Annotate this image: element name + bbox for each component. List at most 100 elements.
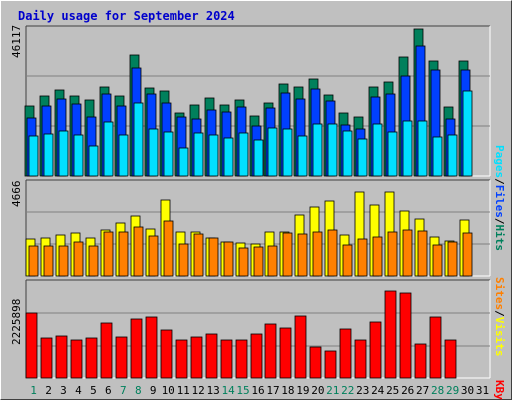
- day-tick-label: 21: [326, 384, 339, 397]
- visits-sites-panel: [25, 179, 491, 277]
- bar-kbytes-day-26: [399, 292, 412, 379]
- day-tick-label: 10: [162, 384, 175, 397]
- bar-kbytes-day-27: [414, 343, 427, 379]
- bar-sites-day-11: [178, 243, 189, 277]
- bar-sites-day-6: [103, 231, 114, 277]
- side-legend-bottom: KBytes: [493, 380, 506, 400]
- bar-pages-day-11: [178, 147, 189, 177]
- bar-kbytes-day-4: [70, 339, 83, 379]
- day-tick-label: 30: [461, 384, 474, 397]
- legend-visits: Visits: [493, 317, 506, 357]
- bar-kbytes-day-22: [339, 328, 352, 379]
- bar-sites-day-19: [297, 233, 308, 277]
- bar-pages-day-28: [432, 136, 443, 177]
- bar-kbytes-day-25: [384, 290, 397, 379]
- bar-pages-day-13: [208, 134, 219, 177]
- bar-sites-day-26: [402, 229, 413, 277]
- bar-pages-day-9: [148, 128, 159, 177]
- day-tick-label: 2: [45, 384, 52, 397]
- day-tick-label: 18: [281, 384, 294, 397]
- bar-pages-day-29: [447, 134, 458, 177]
- bar-sites-day-18: [282, 232, 293, 277]
- bar-kbytes-day-28: [429, 316, 442, 379]
- day-tick-label: 17: [266, 384, 279, 397]
- bar-pages-day-26: [402, 120, 413, 177]
- bar-kbytes-day-21: [324, 350, 337, 379]
- bar-kbytes-day-8: [130, 318, 143, 379]
- bar-kbytes-day-15: [235, 339, 248, 379]
- day-tick-label: 15: [236, 384, 249, 397]
- bar-pages-day-22: [342, 130, 353, 177]
- bar-pages-day-5: [88, 145, 99, 177]
- legend-sep: /: [493, 218, 506, 225]
- p3-max-label: 2225898: [10, 299, 23, 345]
- bar-pages-day-19: [297, 135, 308, 177]
- bar-sites-day-9: [148, 235, 159, 277]
- bar-kbytes-day-11: [175, 339, 188, 379]
- day-tick-label: 28: [431, 384, 444, 397]
- day-tick-label: 7: [120, 384, 127, 397]
- bar-pages-day-21: [327, 123, 338, 177]
- bar-kbytes-day-5: [85, 337, 98, 379]
- day-tick-label: 14: [221, 384, 235, 397]
- bar-kbytes-day-23: [354, 339, 367, 379]
- bar-pages-day-15: [238, 132, 249, 177]
- day-tick-label: 26: [401, 384, 414, 397]
- legend-files: Files: [493, 185, 506, 218]
- bar-pages-day-14: [223, 137, 234, 177]
- bar-sites-day-25: [387, 231, 398, 277]
- bar-sites-day-24: [372, 236, 383, 277]
- side-legend-top: Pages/Files/Hits: [493, 145, 506, 251]
- hits-files-pages-panel: [24, 25, 491, 177]
- bar-pages-day-1: [28, 135, 39, 177]
- bar-sites-day-17: [267, 245, 278, 277]
- bar-sites-day-28: [432, 244, 443, 277]
- bar-sites-day-29: [447, 241, 458, 277]
- day-tick-label: 1: [30, 384, 37, 397]
- day-tick-label: 31: [476, 384, 489, 397]
- legend-hits: Hits: [493, 225, 506, 252]
- p2-max-label: 4666: [10, 181, 23, 208]
- bar-kbytes-day-24: [369, 321, 382, 379]
- bar-kbytes-day-1: [25, 312, 38, 379]
- kbytes-panel: [25, 279, 491, 379]
- bar-pages-day-24: [372, 123, 383, 177]
- day-tick-label: 4: [75, 384, 82, 397]
- day-tick-labels: 1 2 3 4 5 6 7 8 9 10 11 12 13 14 15 16 17 18 19 20 21 22 23 24 2…: [30, 384, 489, 397]
- bar-kbytes-day-18: [279, 327, 292, 379]
- bar-kbytes-day-10: [160, 329, 173, 379]
- day-tick-label: 13: [206, 384, 219, 397]
- legend-sep: /: [493, 178, 506, 185]
- bar-kbytes-day-6: [100, 322, 113, 379]
- bar-sites-day-10: [163, 220, 174, 277]
- bar-kbytes-day-14: [220, 339, 233, 379]
- day-tick-label: 6: [105, 384, 112, 397]
- legend-kbytes: KBytes: [493, 380, 506, 400]
- day-tick-label: 3: [60, 384, 67, 397]
- day-tick-label: 8: [135, 384, 142, 397]
- bar-pages-day-30: [462, 90, 473, 177]
- day-tick-label: 20: [311, 384, 324, 397]
- day-tick-label: 5: [90, 384, 97, 397]
- bar-pages-day-16: [253, 139, 264, 177]
- bar-sites-day-14: [223, 241, 234, 277]
- day-tick-label: 9: [150, 384, 157, 397]
- bar-kbytes-day-12: [190, 336, 203, 379]
- bar-pages-day-27: [417, 120, 428, 177]
- bar-sites-day-12: [193, 233, 204, 277]
- bar-kbytes-day-9: [145, 316, 158, 379]
- bar-pages-day-18: [282, 128, 293, 177]
- day-tick-label: 24: [371, 384, 385, 397]
- day-tick-label: 11: [177, 384, 190, 397]
- bar-pages-day-4: [73, 134, 84, 177]
- day-tick-label: 27: [416, 384, 429, 397]
- bar-sites-day-27: [417, 230, 428, 277]
- bar-pages-day-2: [43, 133, 54, 177]
- bar-sites-day-13: [208, 237, 219, 277]
- legend-sites: Sites: [493, 277, 506, 310]
- bar-sites-day-7: [118, 231, 129, 277]
- legend-pages: Pages: [493, 145, 506, 178]
- bar-pages-day-10: [163, 131, 174, 177]
- side-legend-middle: Sites/Visits: [493, 277, 506, 357]
